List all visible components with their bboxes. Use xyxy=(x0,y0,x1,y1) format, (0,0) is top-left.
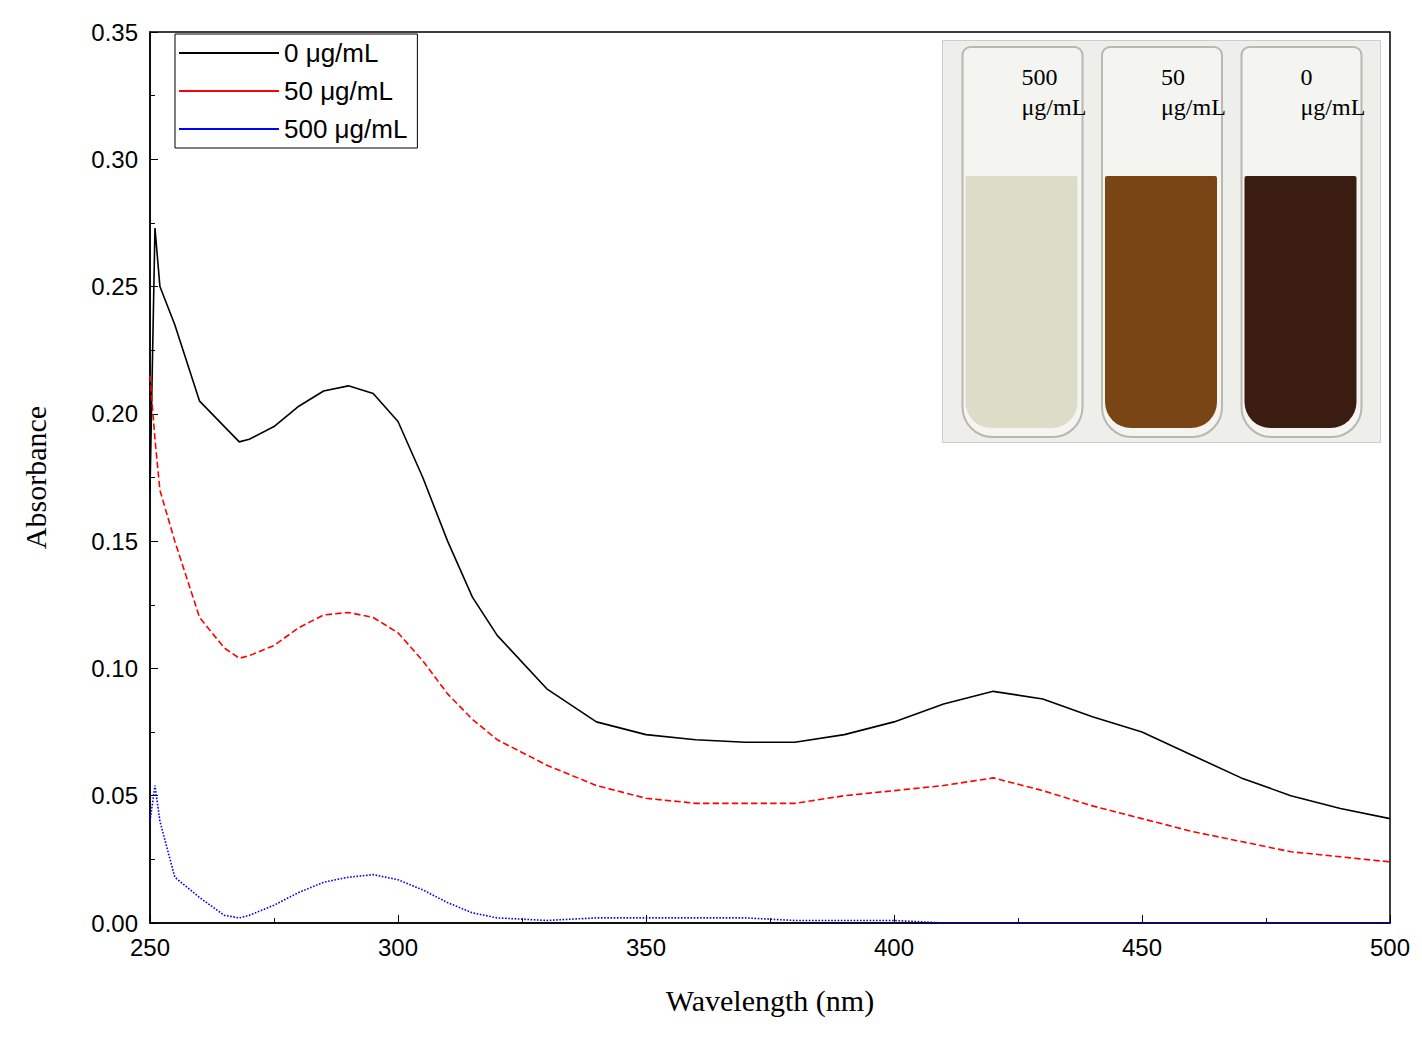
svg-text:0.10: 0.10 xyxy=(91,655,138,682)
svg-text:0.05: 0.05 xyxy=(91,782,138,809)
svg-text:0.25: 0.25 xyxy=(91,273,138,300)
svg-text:μg/mL: μg/mL xyxy=(1022,94,1087,120)
svg-text:50 μg/mL: 50 μg/mL xyxy=(284,76,393,106)
svg-text:500 μg/mL: 500 μg/mL xyxy=(284,114,407,144)
svg-text:500: 500 xyxy=(1370,934,1410,961)
svg-text:0.30: 0.30 xyxy=(91,146,138,173)
svg-text:300: 300 xyxy=(378,934,418,961)
svg-text:400: 400 xyxy=(874,934,914,961)
svg-text:0.20: 0.20 xyxy=(91,400,138,427)
svg-text:0.00: 0.00 xyxy=(91,910,138,937)
svg-text:0.35: 0.35 xyxy=(91,19,138,46)
svg-text:Wavelength (nm): Wavelength (nm) xyxy=(666,984,874,1018)
svg-text:0: 0 xyxy=(1301,64,1313,90)
svg-text:350: 350 xyxy=(626,934,666,961)
svg-text:0 μg/mL: 0 μg/mL xyxy=(284,38,378,68)
svg-text:0.15: 0.15 xyxy=(91,528,138,555)
svg-text:Absorbance: Absorbance xyxy=(19,406,52,549)
svg-text:μg/mL: μg/mL xyxy=(1161,94,1226,120)
svg-text:450: 450 xyxy=(1122,934,1162,961)
svg-text:500: 500 xyxy=(1022,64,1058,90)
svg-text:250: 250 xyxy=(130,934,170,961)
svg-text:μg/mL: μg/mL xyxy=(1301,94,1366,120)
svg-text:50: 50 xyxy=(1161,64,1185,90)
